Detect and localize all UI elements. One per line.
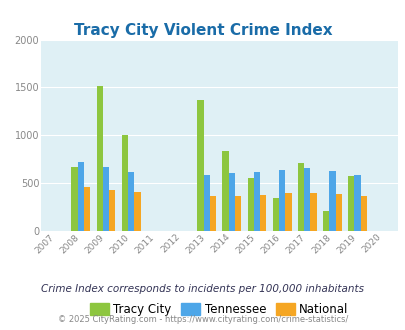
Bar (328, 171, 335, 231)
Bar (102, 167, 109, 231)
Text: Tracy City Violent Crime Index: Tracy City Violent Crime Index (73, 23, 332, 38)
Bar (234, 196, 241, 231)
Legend: Tracy City, Tennessee, National: Tracy City, Tennessee, National (85, 298, 352, 321)
Bar (260, 195, 266, 231)
Bar (322, 211, 328, 231)
Bar (96, 86, 102, 231)
Bar (109, 190, 115, 231)
Bar (278, 170, 285, 231)
Bar (310, 193, 316, 231)
Bar (347, 176, 354, 231)
Bar (222, 151, 228, 231)
Bar (209, 196, 215, 231)
Bar (128, 172, 134, 231)
Bar (335, 194, 341, 231)
Bar (354, 175, 360, 231)
Bar (122, 135, 128, 231)
Bar (134, 192, 140, 231)
Text: Crime Index corresponds to incidents per 100,000 inhabitants: Crime Index corresponds to incidents per… (41, 284, 364, 294)
Bar (77, 162, 84, 231)
Bar (203, 176, 209, 231)
Bar (253, 172, 260, 231)
Bar (228, 173, 234, 231)
Bar (303, 168, 310, 231)
Bar (297, 163, 303, 231)
Text: © 2025 CityRating.com - https://www.cityrating.com/crime-statistics/: © 2025 CityRating.com - https://www.city… (58, 315, 347, 324)
Bar (197, 100, 203, 231)
Bar (71, 167, 77, 231)
Bar (285, 193, 291, 231)
Bar (247, 178, 253, 231)
Bar (272, 198, 278, 231)
Bar (360, 196, 366, 231)
Bar (84, 187, 90, 231)
